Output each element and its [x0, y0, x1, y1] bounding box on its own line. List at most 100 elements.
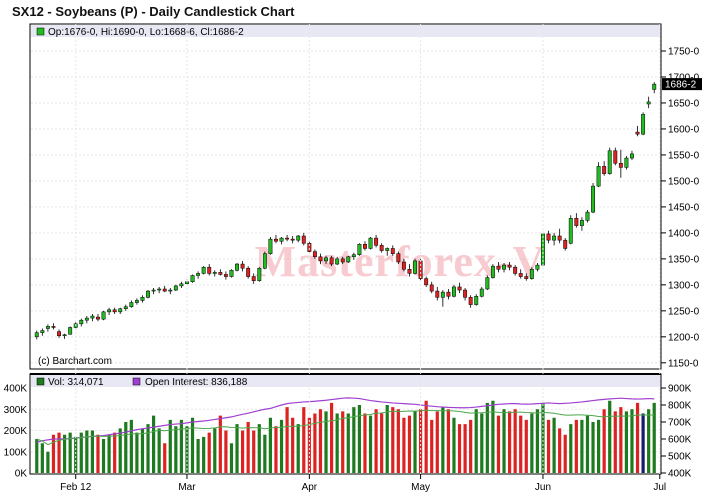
- candle-body: [618, 162, 623, 168]
- candle: [218, 269, 223, 276]
- chart-title: SX12 - Soybeans (P) - Daily Candlestick …: [12, 4, 295, 19]
- oi-tick-label: 600K: [668, 435, 692, 446]
- candle: [285, 234, 290, 242]
- volume-bar: [346, 413, 350, 473]
- oi-legend-text: Open Interest: 836,188: [145, 377, 248, 388]
- candle-body: [251, 276, 256, 281]
- candle: [479, 286, 484, 298]
- candle: [268, 237, 273, 255]
- candle: [168, 287, 173, 295]
- candle: [390, 245, 395, 256]
- candle-body: [324, 257, 328, 262]
- x-tick-label: Feb 12: [60, 482, 92, 493]
- candle-body: [101, 311, 106, 320]
- candle: [96, 313, 100, 322]
- volume-bar: [374, 409, 378, 473]
- candle-body: [107, 309, 112, 313]
- candle-body: [535, 264, 540, 270]
- candle: [90, 313, 95, 322]
- candle: [351, 252, 356, 260]
- volume-bar: [652, 402, 656, 473]
- candle: [413, 258, 417, 275]
- candle: [502, 263, 506, 273]
- candle: [529, 267, 534, 280]
- volume-bar: [368, 415, 373, 473]
- volume-bar: [124, 422, 128, 473]
- candle-body: [379, 245, 384, 251]
- candle-body: [463, 289, 468, 298]
- volume-bar: [569, 424, 573, 473]
- price-tick-label: 1500-0: [668, 176, 700, 187]
- volume-bar: [441, 407, 445, 473]
- x-tick-label: Jun: [535, 482, 551, 493]
- candle-body: [123, 306, 128, 310]
- candle-body: [585, 211, 590, 221]
- last-price-label: 1686-2: [665, 80, 697, 91]
- candle-body: [151, 289, 156, 292]
- candle: [190, 274, 195, 283]
- candle-body: [429, 284, 434, 292]
- candle-body: [134, 300, 139, 303]
- candle-body: [485, 277, 490, 290]
- volume-bar: [558, 428, 562, 473]
- candle: [652, 82, 657, 94]
- volume-bar: [524, 419, 528, 473]
- candle: [452, 284, 456, 298]
- candle-body: [340, 258, 345, 263]
- candle: [524, 273, 529, 281]
- volume-bar: [496, 415, 501, 473]
- volume-bar: [291, 417, 295, 473]
- candle-body: [552, 235, 557, 241]
- price-tick-label: 1150-0: [668, 358, 699, 369]
- volume-bar: [268, 417, 273, 473]
- volume-legend-bar: [31, 375, 660, 387]
- volume-bar: [563, 434, 567, 473]
- candle: [591, 182, 595, 214]
- price-tick-label: 1250-0: [668, 306, 700, 317]
- candle: [229, 269, 234, 278]
- candle: [574, 213, 579, 228]
- candle-body: [301, 235, 306, 244]
- candle: [201, 266, 206, 275]
- volume-bar: [424, 400, 428, 473]
- volume-bar: [118, 428, 122, 473]
- candle-body: [596, 166, 601, 187]
- candle: [129, 300, 134, 308]
- candle: [641, 112, 646, 136]
- candle: [162, 285, 167, 293]
- volume-bar: [96, 434, 100, 473]
- candle: [207, 264, 212, 276]
- volume-bar: [196, 439, 200, 473]
- candle-body: [296, 235, 301, 241]
- candle-body: [424, 278, 429, 286]
- candle: [279, 237, 284, 245]
- x-tick-label: Jul: [653, 482, 666, 493]
- candle-body: [190, 275, 195, 282]
- candle-body: [513, 266, 518, 274]
- candle: [563, 238, 568, 251]
- volume-bar: [446, 409, 451, 473]
- candle-body: [363, 244, 367, 249]
- candle: [118, 307, 123, 314]
- price-tick-label: 1400-0: [668, 228, 700, 239]
- candle-body: [51, 326, 56, 328]
- oi-tick-label: 400K: [668, 469, 692, 480]
- candle: [84, 316, 89, 324]
- candle: [296, 234, 301, 243]
- candle: [535, 263, 540, 272]
- price-grid: [31, 50, 660, 364]
- candle-body: [613, 150, 618, 164]
- volume-average-line: [36, 409, 655, 446]
- candle: [490, 264, 495, 279]
- candle: [546, 230, 551, 244]
- candle: [107, 307, 112, 315]
- volume-bar: [218, 415, 222, 473]
- volume-bar: [580, 419, 584, 473]
- price-tick-label: 1700-0: [668, 72, 700, 83]
- candle: [173, 284, 178, 292]
- candle-body: [574, 218, 579, 226]
- candle-body: [457, 286, 462, 291]
- volume-bar: [396, 409, 400, 473]
- candle-body: [168, 289, 173, 292]
